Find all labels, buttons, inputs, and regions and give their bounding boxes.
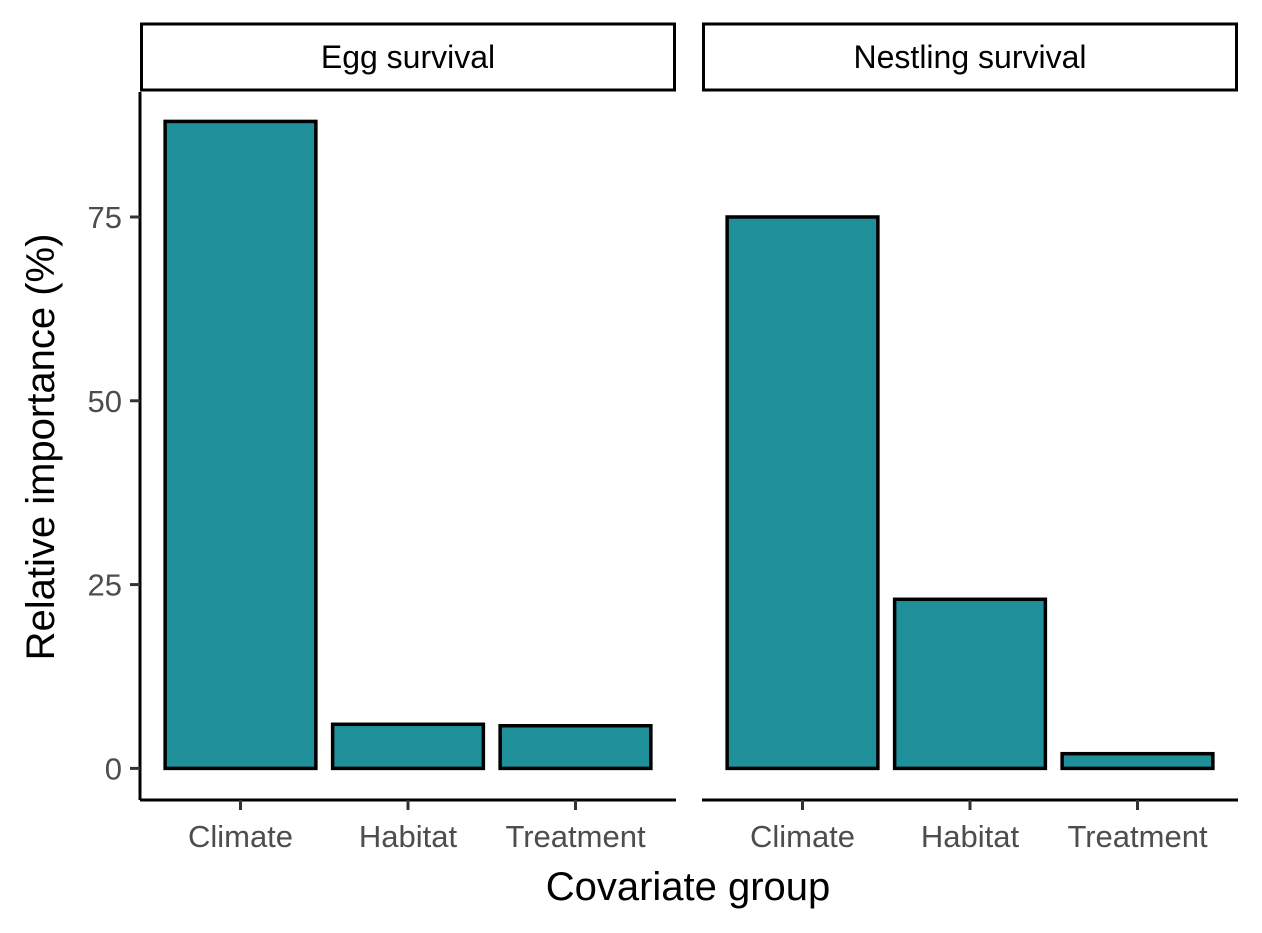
y-tick-label: 75 [88,200,122,235]
x-tick-label: Treatment [505,819,646,854]
x-tick-label: Climate [750,819,855,854]
x-tick-label: Habitat [921,819,1020,854]
y-tick-label: 50 [88,384,122,419]
x-axis-title: Covariate group [546,865,831,909]
y-axis-title: Relative importance (%) [19,234,63,661]
bar-treatment [1060,751,1215,771]
y-axis: 0 25 50 75 [88,92,142,800]
x-tick-label: Habitat [359,819,458,854]
y-tick-label: 0 [105,751,122,786]
facet-strip [702,22,1238,92]
y-tick-label: 25 [88,568,122,603]
panel-nestling-survival: Nestling survival Climate Habitat Treatment [702,22,1238,854]
bar-climate [163,119,318,771]
bar-habitat [330,722,486,771]
facet-strip [140,22,676,92]
x-tick-label: Climate [188,819,293,854]
facet-title: Egg survival [321,39,495,75]
bar-habitat [892,597,1048,771]
panel-egg-survival: Egg survival Climate Habitat Treatment [140,22,676,854]
bar-climate [725,215,880,771]
facet-title: Nestling survival [854,39,1087,75]
x-tick-label: Treatment [1067,819,1208,854]
bar-treatment [498,723,653,771]
